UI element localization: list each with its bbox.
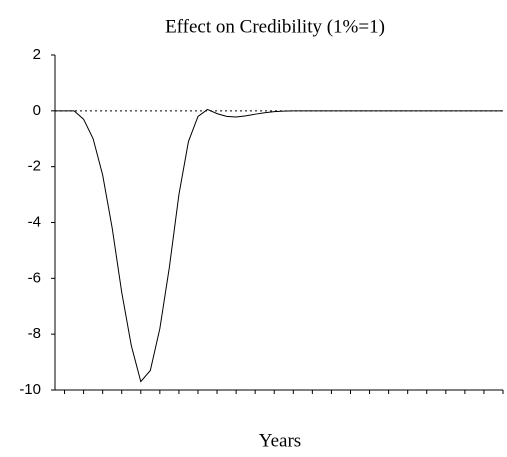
y-tick-label: -4	[28, 213, 41, 230]
y-tick-label: -8	[28, 325, 41, 342]
y-tick-label: -10	[19, 381, 41, 398]
chart-title: Effect on Credibility (1%=1)	[165, 16, 385, 37]
data-line	[55, 108, 503, 383]
x-axis-label: Years	[259, 430, 301, 451]
y-tick-label: -6	[28, 269, 41, 286]
y-tick-label: 2	[33, 46, 41, 63]
y-tick-label: 0	[33, 102, 41, 119]
y-tick-label: -2	[28, 158, 41, 175]
